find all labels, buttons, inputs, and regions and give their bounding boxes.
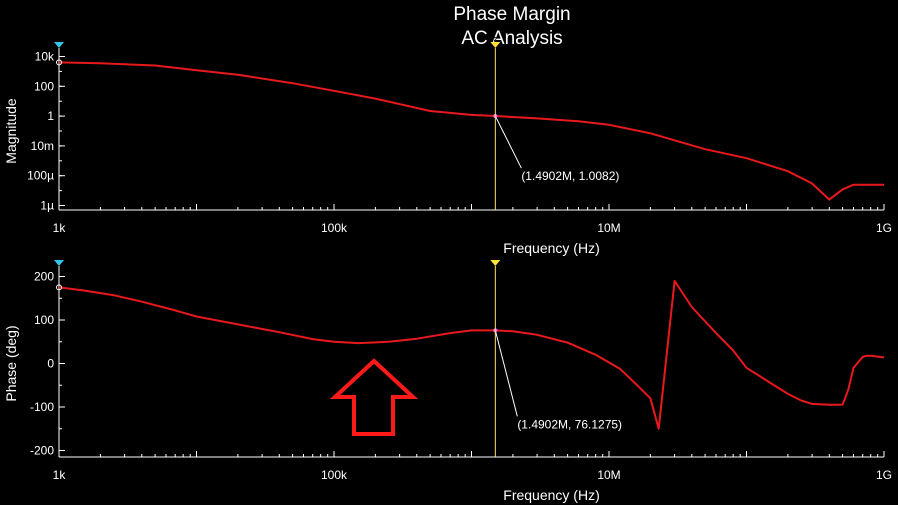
cursor-readout: (1.4902M, 1.0082) bbox=[521, 169, 619, 183]
x-tick-label: 1G bbox=[876, 221, 892, 235]
cursor-marker-icon[interactable] bbox=[490, 42, 501, 48]
cursor-marker-icon[interactable] bbox=[490, 260, 501, 266]
series-line bbox=[58, 61, 884, 201]
y-axis-label: Phase (deg) bbox=[3, 325, 19, 401]
cursor-layer[interactable]: 22 bbox=[490, 38, 501, 458]
up-arrow-icon bbox=[329, 358, 419, 436]
y-tick-label: 0 bbox=[47, 357, 54, 371]
y-tick-label: 100µ bbox=[27, 169, 54, 183]
magnitude-plot: 1k 100k 10M 1G 10k 100 1 10m 100µ 1µ Frequency (Hz… bbox=[3, 38, 892, 257]
y-tick-label: 100 bbox=[34, 313, 54, 327]
annotation-leader-line bbox=[494, 330, 518, 417]
y-tick-label: 100 bbox=[34, 79, 54, 93]
y-tick-label: -100 bbox=[30, 400, 54, 414]
x-tick-label: 1k bbox=[53, 221, 67, 235]
x-tick-label: 1G bbox=[876, 468, 892, 482]
chart-subtitle: AC Analysis bbox=[461, 28, 562, 49]
x-tick-label: 10M bbox=[597, 468, 620, 482]
reference-marker-label: 1 bbox=[57, 38, 61, 44]
chart-title: Phase Margin bbox=[453, 4, 570, 25]
reference-marker-icon[interactable] bbox=[54, 42, 64, 48]
y-tick-label: 10m bbox=[31, 139, 54, 153]
phase-plot: 1k 100k 10M 1G 200 100 0 -100 -200 Frequency (Hz)… bbox=[3, 256, 892, 504]
reference-marker-icon[interactable] bbox=[54, 260, 64, 266]
annotation-leader-line bbox=[494, 115, 522, 169]
x-tick-label: 100k bbox=[321, 221, 348, 235]
reference-marker-label: 1 bbox=[57, 256, 61, 262]
y-tick-label: 1µ bbox=[40, 199, 54, 213]
series-line bbox=[58, 279, 885, 430]
x-tick-label: 100k bbox=[321, 468, 348, 482]
y-tick-label: -200 bbox=[30, 443, 54, 457]
reference-point-marker bbox=[56, 59, 62, 66]
y-tick-label: 10k bbox=[35, 49, 55, 63]
reference-point-marker bbox=[56, 284, 62, 291]
x-tick-label: 10M bbox=[597, 221, 620, 235]
cursor-readout: (1.4902M, 76.1275) bbox=[517, 417, 622, 431]
x-tick-label: 1k bbox=[53, 468, 67, 482]
x-axis-label: Frequency (Hz) bbox=[503, 487, 599, 503]
y-tick-label: 1 bbox=[47, 109, 54, 123]
y-axis-label: Magnitude bbox=[3, 98, 19, 164]
x-axis-label: Frequency (Hz) bbox=[503, 240, 599, 256]
cursor-marker-label: 2 bbox=[494, 38, 498, 44]
y-tick-label: 200 bbox=[34, 270, 54, 284]
cursor-marker-label: 2 bbox=[494, 256, 498, 262]
